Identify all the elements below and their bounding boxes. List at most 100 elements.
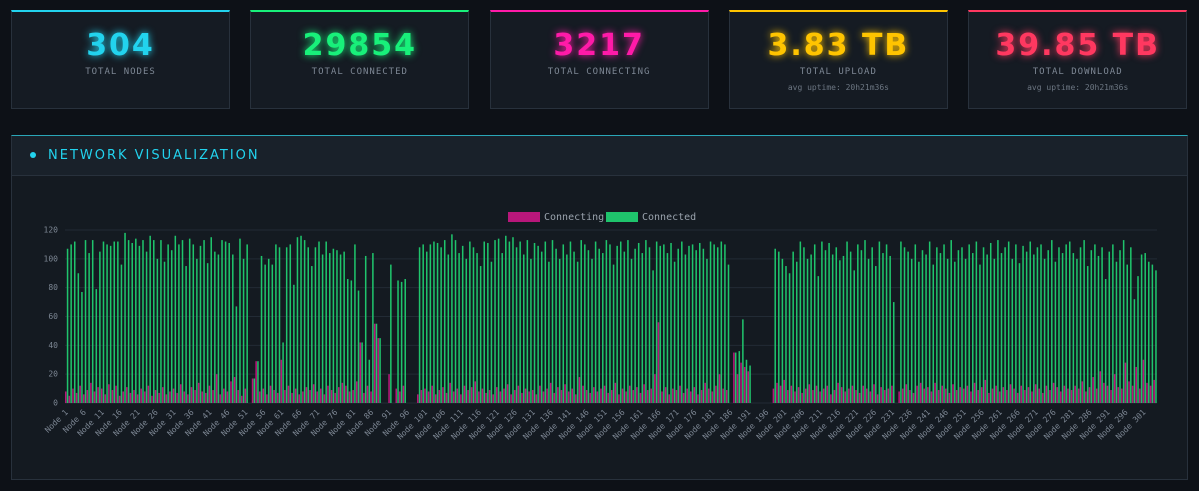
bar [988,392,990,403]
bar [607,392,609,403]
bar [1088,387,1091,403]
bar [97,387,99,403]
bar [488,390,491,403]
bar [882,253,884,403]
bar [880,387,882,403]
bar [797,387,800,403]
bar [1137,276,1139,403]
bar [1031,391,1033,403]
bar [928,241,931,403]
bar [294,388,297,403]
bar [479,266,482,403]
bar [968,244,970,403]
bar [400,281,403,403]
bar [429,244,432,403]
bar [1040,244,1042,403]
bar [212,390,214,403]
bar [596,391,599,403]
bar [937,390,940,403]
bar [366,385,369,403]
bar [1131,385,1134,403]
bar [422,244,424,403]
bar [603,385,606,403]
bar [181,240,184,403]
bar [887,388,890,403]
bar [668,394,671,403]
bar [609,244,611,403]
bar [1034,384,1037,403]
bar [623,251,626,403]
bar [397,280,399,403]
stat-subtitle: avg uptime: 20h21m36s [787,83,889,92]
bar [443,240,446,403]
bar [237,390,239,403]
bar [528,391,530,403]
bar [989,242,992,403]
bar [88,253,90,403]
bar [833,390,836,403]
bar [666,253,669,403]
bar [100,388,103,403]
bar [188,238,191,403]
bar [905,384,908,403]
bar [986,254,988,403]
bar [618,394,620,403]
bar [508,241,511,403]
bar [664,387,667,403]
bar [1151,264,1154,403]
y-tick-label: 40 [48,341,58,350]
bar [510,394,512,403]
bar [860,250,863,403]
bar [1092,377,1094,403]
bar [167,244,169,403]
bar [808,384,811,403]
bar [226,391,229,403]
bar [900,241,902,403]
bar [377,338,380,403]
bar [258,391,261,403]
bar [632,390,635,403]
bar [1022,245,1024,403]
bar [196,258,198,403]
bar [465,258,468,403]
bar [158,392,160,403]
bar [215,374,218,403]
bar [311,266,313,403]
bar [810,254,812,403]
bar [866,388,868,403]
bar [187,394,189,403]
bar [447,254,450,403]
bar [104,394,107,403]
bar [142,240,144,403]
bar [115,385,117,403]
bar [634,248,636,403]
bar [560,390,563,403]
bar [844,391,847,403]
bar [93,391,96,403]
y-tick-label: 100 [44,254,59,263]
bar [614,382,617,403]
bar [75,392,78,403]
bar [787,390,789,403]
bar [133,390,135,403]
bar [165,394,168,403]
bar [404,279,406,403]
bar [598,248,600,403]
bar [178,244,180,403]
bar [812,390,814,403]
bar [72,388,74,403]
bar [235,306,238,403]
bar [456,388,459,403]
legend-label: Connected [642,212,696,223]
bar [253,378,256,403]
bar [515,247,518,403]
bar [790,385,793,403]
bar [293,284,295,403]
bar [232,254,234,403]
bar [867,258,870,403]
bar [690,391,692,403]
bar [688,245,690,403]
bar [463,385,466,403]
bar [736,374,739,403]
bar [975,241,978,403]
